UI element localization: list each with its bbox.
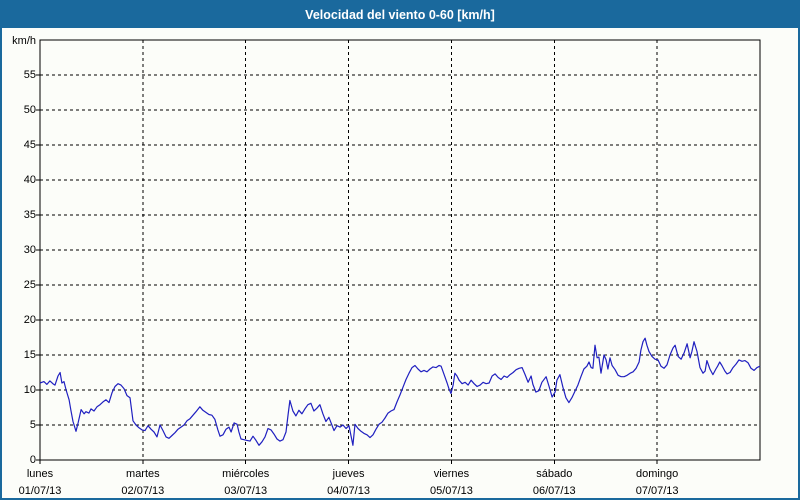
- x-axis-date-label: 01/07/13: [18, 485, 62, 497]
- y-axis-tick-label: 15: [23, 349, 36, 361]
- y-axis-tick-label: 40: [23, 174, 36, 186]
- y-axis-unit-label: km/h: [12, 35, 36, 47]
- x-axis-day-label: jueves: [332, 468, 365, 480]
- x-axis-date-label: 05/07/13: [430, 485, 473, 497]
- x-axis-date-label: 06/07/13: [532, 485, 576, 497]
- x-axis-day-label: sábado: [536, 468, 573, 480]
- x-axis-day-label: martes: [126, 468, 160, 480]
- x-axis-day-label: domingo: [636, 468, 679, 480]
- plot-border: [39, 39, 761, 461]
- y-axis-tick-label: 55: [23, 69, 36, 81]
- y-axis-tick-label: 45: [23, 139, 36, 151]
- y-axis-tick-label: 0: [29, 454, 36, 466]
- y-axis-tick-label: 10: [23, 384, 36, 396]
- title-bar: Velocidad del viento 0-60 [km/h]: [2, 2, 798, 28]
- x-axis-day-label: miércoles: [222, 468, 270, 480]
- y-axis-tick-label: 20: [23, 314, 36, 326]
- chart-title: Velocidad del viento 0-60 [km/h]: [305, 8, 495, 22]
- chart-area: km/h 0 5 10 15 20 25 30 35 40 45 50 55 lunes 01/07/13…: [2, 28, 798, 498]
- y-axis-tick-label: 50: [23, 104, 36, 116]
- x-axis-day-label: lunes: [26, 468, 54, 480]
- wind-speed-line: [39, 337, 761, 446]
- x-axis-day-label: viernes: [433, 468, 470, 480]
- y-axis-tick-label: 30: [23, 244, 36, 256]
- y-axis-tick-label: 5: [29, 419, 36, 431]
- plot-svg: [36, 39, 761, 464]
- y-axis-tick-label: 35: [23, 209, 36, 221]
- x-axis-date-label: 07/07/13: [635, 485, 679, 497]
- x-axis-date-label: 02/07/13: [121, 485, 165, 497]
- y-axis-tick-label: 25: [23, 279, 36, 291]
- x-axis-date-label: 04/07/13: [327, 485, 370, 497]
- x-axis-date-label: 03/07/13: [224, 485, 268, 497]
